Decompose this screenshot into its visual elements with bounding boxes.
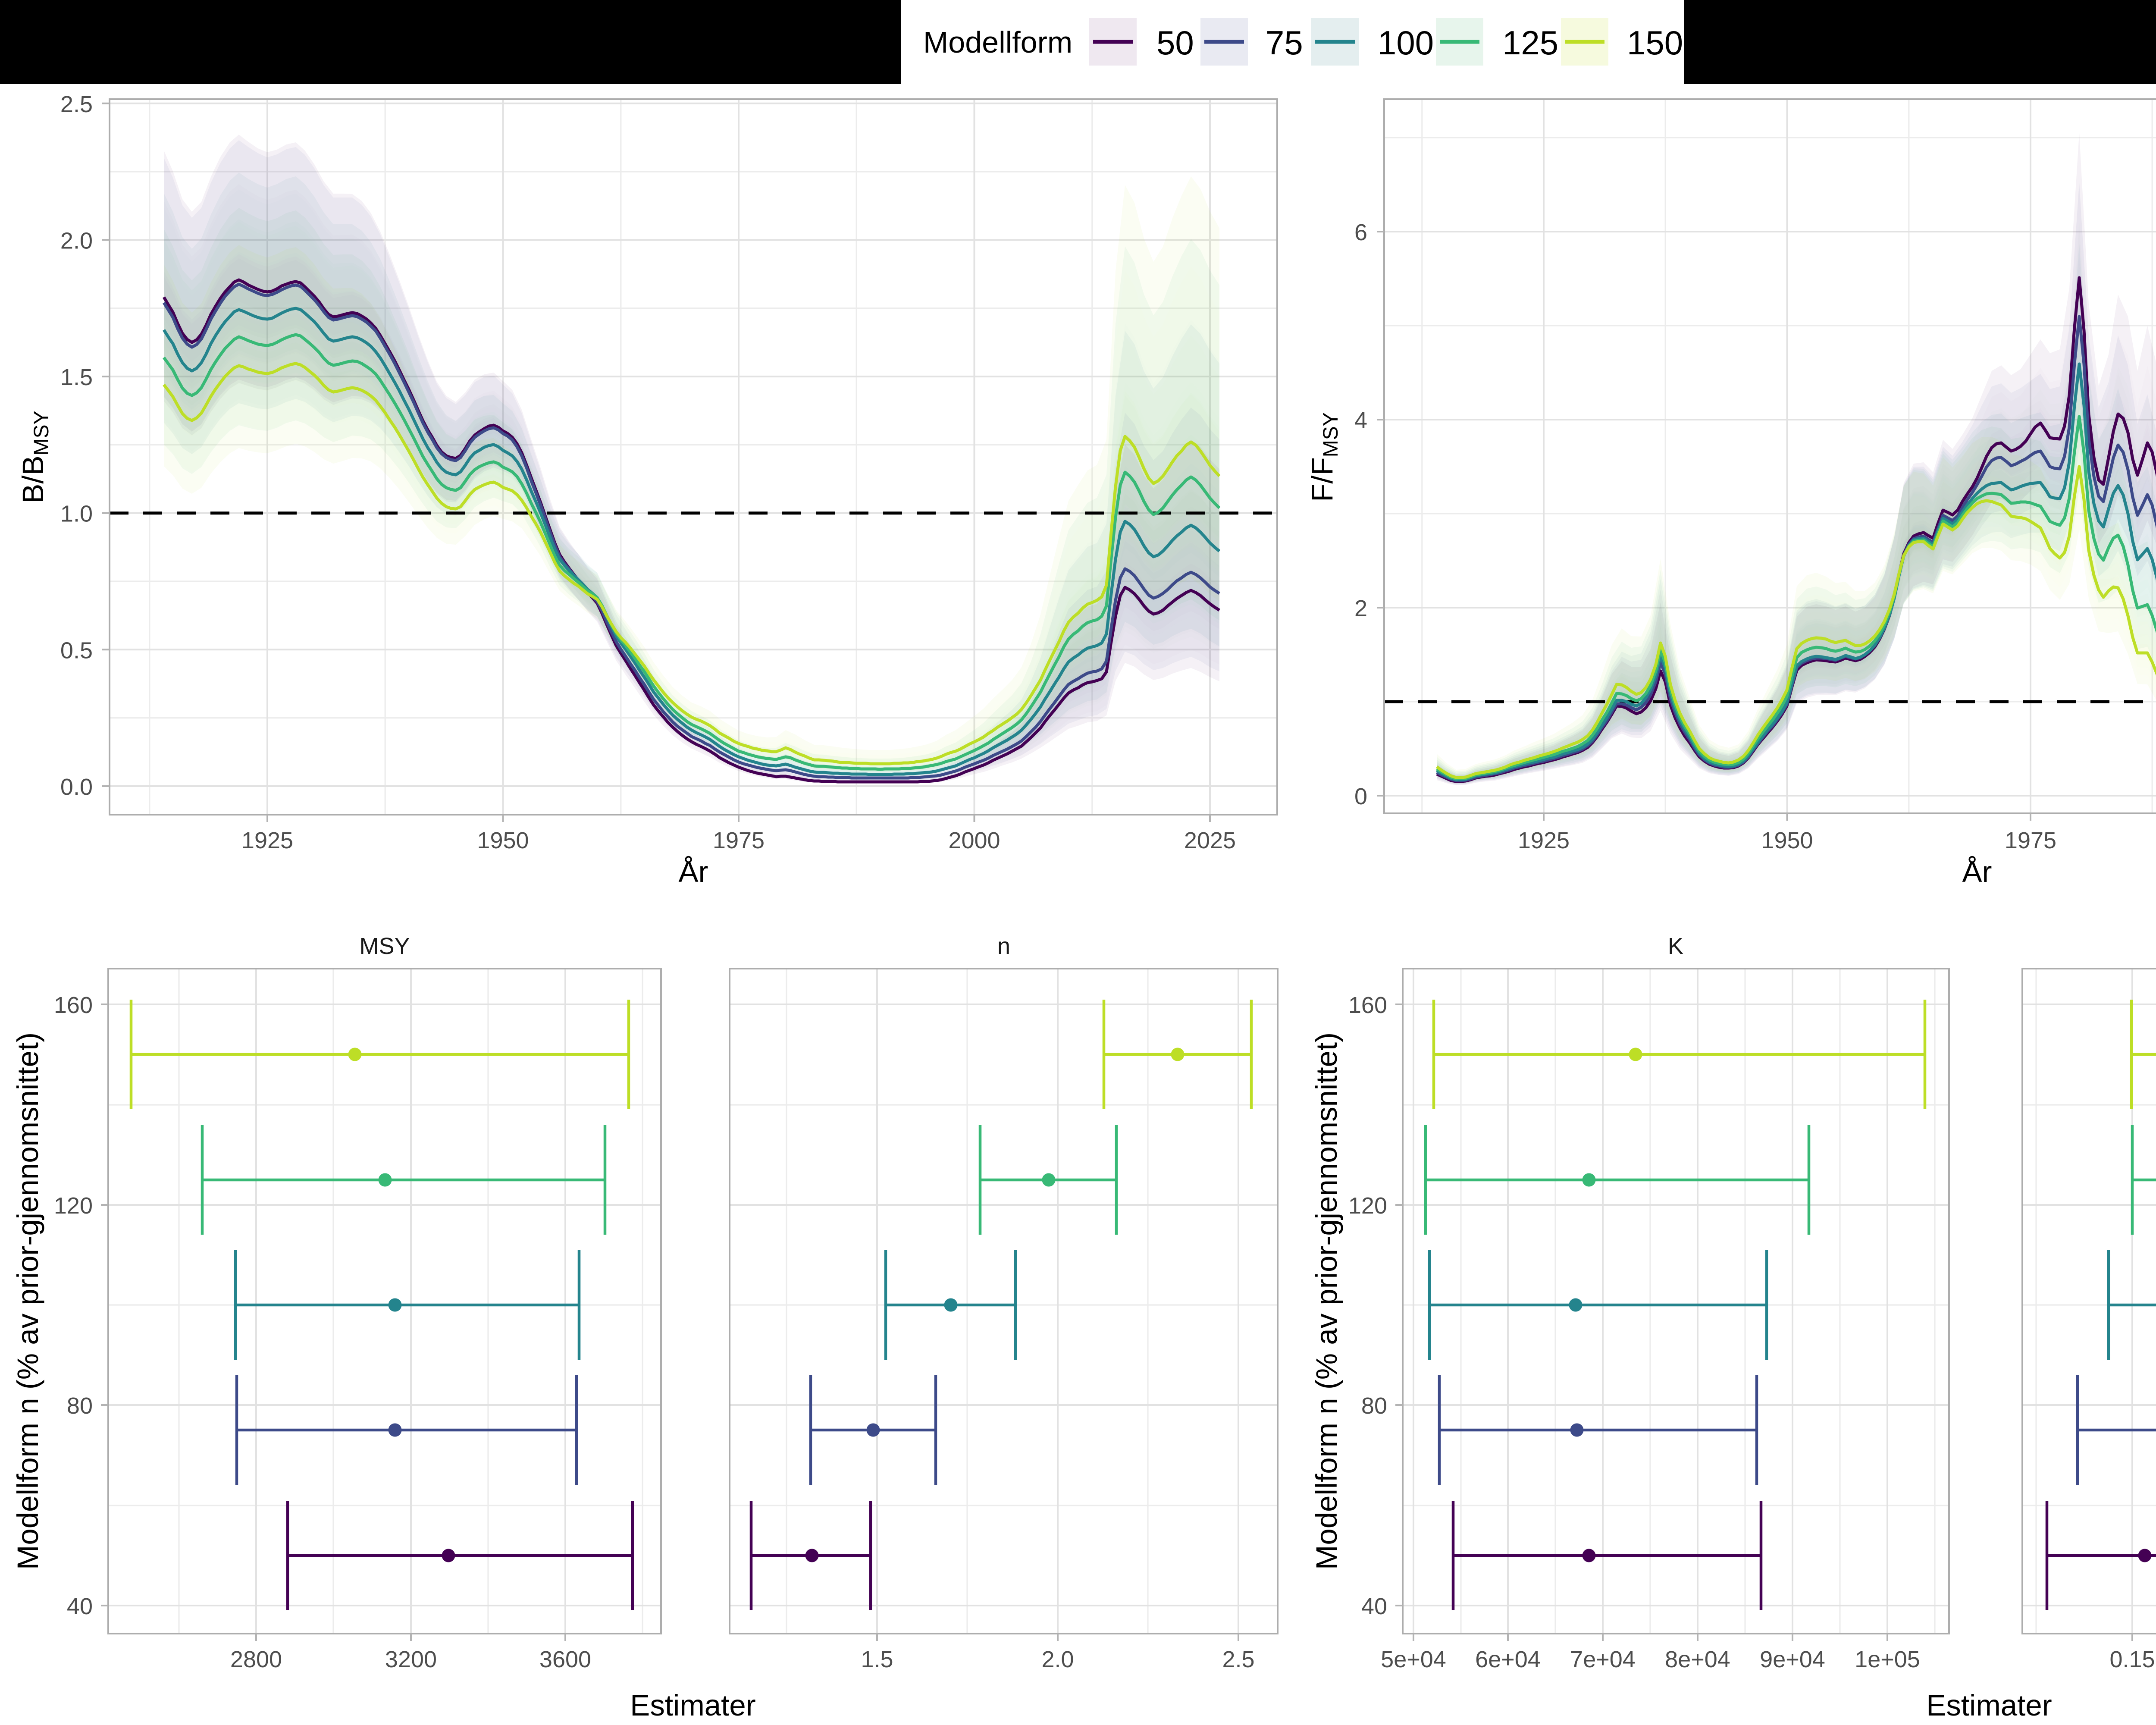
svg-text:3200: 3200 — [385, 1647, 437, 1672]
svg-text:150: 150 — [1627, 24, 1683, 62]
svg-text:2.0: 2.0 — [60, 228, 93, 254]
svg-text:7e+04: 7e+04 — [1570, 1647, 1636, 1672]
svg-text:1e+05: 1e+05 — [1855, 1647, 1920, 1672]
svg-text:K: K — [1668, 933, 1683, 959]
svg-text:2025: 2025 — [1184, 828, 1236, 853]
svg-text:2.5: 2.5 — [60, 91, 93, 117]
svg-text:1925: 1925 — [1518, 828, 1570, 853]
svg-text:1.5: 1.5 — [60, 364, 93, 390]
svg-text:75: 75 — [1266, 24, 1303, 62]
svg-text:50: 50 — [1156, 24, 1194, 62]
svg-text:1950: 1950 — [1761, 828, 1813, 853]
svg-text:40: 40 — [1361, 1593, 1387, 1619]
svg-text:2.5: 2.5 — [1222, 1647, 1254, 1672]
svg-text:n: n — [997, 933, 1010, 959]
svg-text:9e+04: 9e+04 — [1760, 1647, 1825, 1672]
svg-text:Modellform n (% av prior-gjenn: Modellform n (% av prior-gjennomsnittet) — [11, 1032, 44, 1570]
svg-text:40: 40 — [67, 1593, 93, 1619]
svg-text:Estimater: Estimater — [630, 1689, 755, 1722]
svg-text:100: 100 — [1378, 24, 1434, 62]
svg-text:Estimater: Estimater — [1926, 1689, 2052, 1722]
svg-text:2000: 2000 — [948, 828, 1000, 853]
svg-text:0: 0 — [1354, 784, 1367, 809]
svg-text:0.0: 0.0 — [60, 774, 93, 800]
svg-text:2.0: 2.0 — [1041, 1647, 1074, 1672]
svg-text:120: 120 — [54, 1193, 93, 1219]
svg-text:125: 125 — [1502, 24, 1558, 62]
svg-text:MSY: MSY — [359, 933, 410, 959]
svg-text:6: 6 — [1354, 220, 1367, 245]
svg-text:80: 80 — [67, 1393, 93, 1419]
svg-text:B/BMSY: B/BMSY — [16, 411, 53, 503]
svg-text:8e+04: 8e+04 — [1665, 1647, 1730, 1672]
svg-text:80: 80 — [1361, 1393, 1387, 1419]
svg-text:2800: 2800 — [230, 1647, 282, 1672]
svg-text:1975: 1975 — [713, 828, 765, 853]
svg-text:0.5: 0.5 — [60, 637, 93, 663]
svg-text:2: 2 — [1354, 596, 1367, 621]
svg-text:160: 160 — [1348, 992, 1387, 1018]
svg-text:3600: 3600 — [539, 1647, 591, 1672]
svg-text:1.5: 1.5 — [861, 1647, 893, 1672]
svg-text:0.15: 0.15 — [2109, 1647, 2155, 1672]
svg-text:År: År — [1962, 855, 1992, 888]
svg-text:Modellform n (% av prior-gjenn: Modellform n (% av prior-gjennomsnittet) — [1310, 1032, 1343, 1570]
svg-text:5e+04: 5e+04 — [1381, 1647, 1446, 1672]
svg-text:160: 160 — [54, 992, 93, 1018]
svg-text:1975: 1975 — [2005, 828, 2056, 853]
svg-text:1950: 1950 — [477, 828, 529, 853]
svg-text:120: 120 — [1348, 1193, 1387, 1219]
svg-text:1.0: 1.0 — [60, 501, 93, 527]
svg-text:4: 4 — [1354, 408, 1367, 433]
svg-text:Modellform: Modellform — [923, 25, 1072, 59]
svg-text:6e+04: 6e+04 — [1475, 1647, 1541, 1672]
svg-text:1925: 1925 — [241, 828, 293, 853]
svg-text:År: År — [679, 855, 708, 888]
